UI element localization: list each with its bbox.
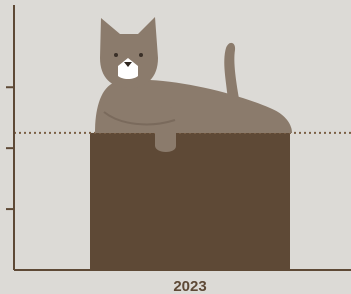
x-tick-label: 2023 <box>173 278 206 294</box>
bar <box>90 133 290 270</box>
chart: 2023 <box>0 0 351 294</box>
